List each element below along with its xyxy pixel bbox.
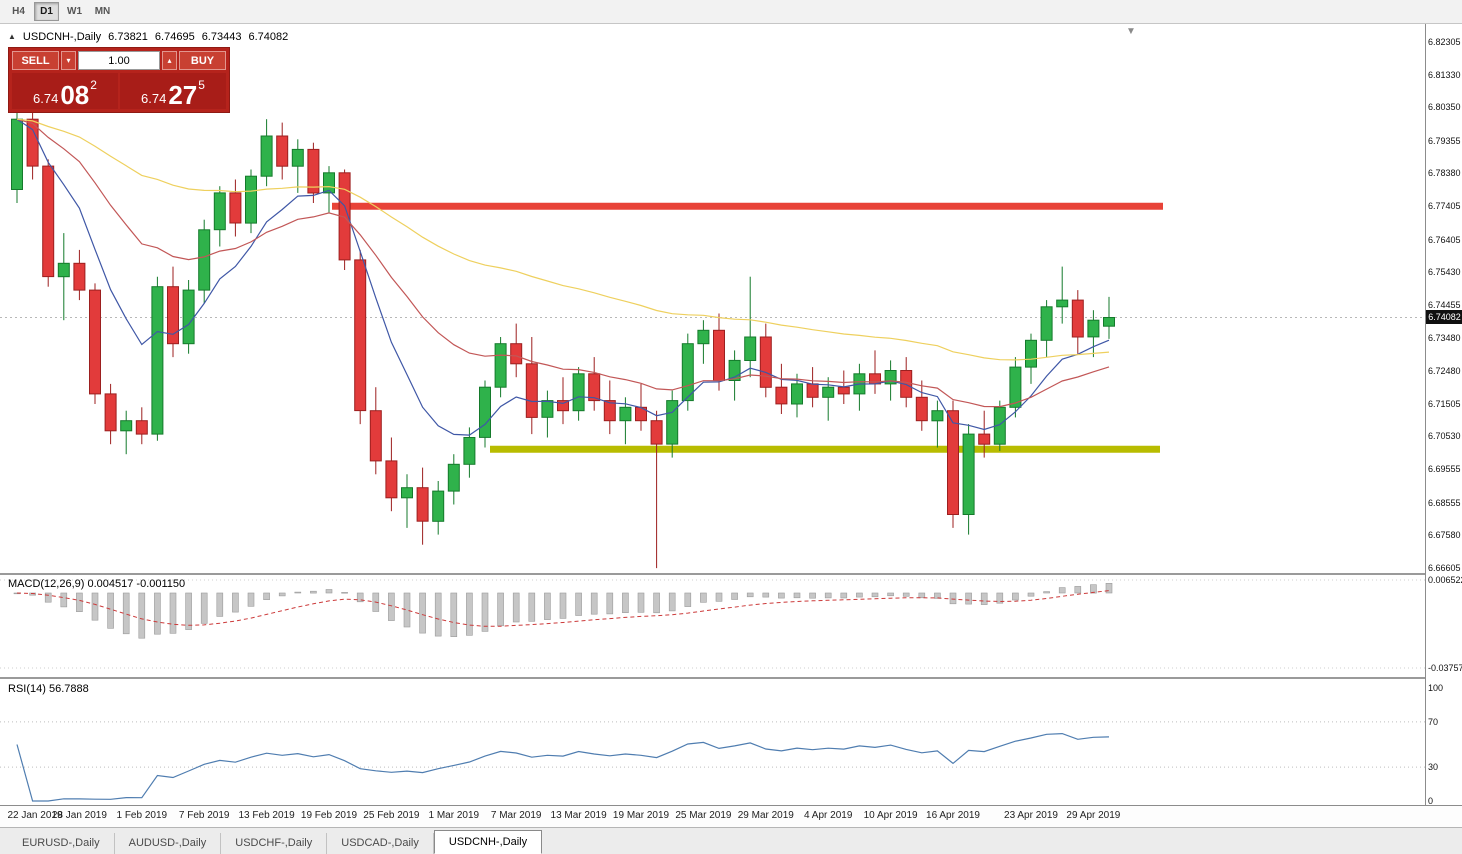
medium-ma-red — [16, 118, 1110, 408]
price-axis-tick: 6.74455 — [1428, 299, 1461, 310]
date-axis-label: 25 Feb 2019 — [363, 810, 420, 821]
ohlc-open: 6.73821 — [108, 31, 148, 43]
price-axis-tick: 6.77405 — [1428, 201, 1461, 212]
symbol-direction-icon: ▲ — [8, 32, 16, 41]
rsi-line — [16, 732, 1110, 802]
date-axis-label: 29 Apr 2019 — [1066, 810, 1121, 821]
date-axis-label: 16 Apr 2019 — [926, 810, 980, 821]
date-axis-label: 10 Apr 2019 — [863, 810, 918, 821]
ohlc-close: 6.74082 — [248, 31, 289, 43]
timeframe-button-d1[interactable]: D1 — [34, 2, 59, 21]
rsi-level-label: 30 — [1428, 762, 1439, 773]
date-axis-label: 1 Mar 2019 — [428, 810, 480, 821]
price-axis-tick: 6.68555 — [1428, 497, 1461, 508]
date-axis-label: 13 Mar 2019 — [550, 810, 607, 821]
buy-price-display[interactable]: 6.74 27 5 — [120, 73, 226, 109]
date-axis-label: 23 Apr 2019 — [1004, 810, 1058, 821]
sell-price-pip: 2 — [90, 78, 97, 92]
volume-input[interactable] — [78, 51, 160, 70]
price-axis-tick: 6.66605 — [1428, 562, 1461, 573]
date-axis-label: 29 Mar 2019 — [737, 810, 794, 821]
main-chart-canvas[interactable] — [0, 24, 1425, 573]
fast-ma-blue — [16, 118, 1110, 436]
macd-axis-min-label: -0.03757 — [1428, 663, 1462, 673]
date-axis-label: 25 Mar 2019 — [675, 810, 732, 821]
timeframe-toolbar: H4 D1 W1 MN — [0, 0, 1462, 24]
date-axis-label: 13 Feb 2019 — [238, 810, 295, 821]
symbol-tab-bar: EURUSD-,Daily AUDUSD-,Daily USDCHF-,Daily U… — [0, 827, 1462, 854]
sell-price-display[interactable]: 6.74 08 2 — [12, 73, 118, 109]
chart-ohlc-header: ▲ USDCNH-,Daily 6.73821 6.74695 6.73443 … — [8, 31, 288, 43]
date-axis-label: 1 Feb 2019 — [116, 810, 168, 821]
macd-histogram — [13, 583, 1113, 639]
tab-eurusd-daily[interactable]: EURUSD-,Daily — [8, 833, 115, 854]
price-axis-tick: 6.72480 — [1428, 366, 1461, 377]
date-axis[interactable]: 22 Jan 2019 28 Jan 2019 1 Feb 2019 7 Feb 20… — [0, 805, 1462, 827]
buy-button[interactable]: BUY — [179, 51, 226, 70]
timeframe-button-mn[interactable]: MN — [94, 6, 111, 17]
buy-price-prefix: 6.74 — [141, 90, 167, 106]
tab-usdcnh-daily[interactable]: USDCNH-,Daily — [433, 830, 543, 854]
price-axis[interactable]: 6.82305 6.81330 6.80350 6.79355 6.78380 6.774… — [1425, 24, 1462, 806]
macd-pane[interactable] — [0, 576, 1425, 677]
tab-usdchf-daily[interactable]: USDCHF-,Daily — [221, 833, 328, 854]
rsi-level-label: 100 — [1428, 683, 1444, 693]
sell-price-main: 08 — [60, 79, 90, 110]
chart-shift-marker-icon[interactable]: ▼ — [1126, 26, 1136, 37]
timeframe-button-h4[interactable]: H4 — [12, 6, 25, 17]
macd-indicator-label: MACD(12,26,9) 0.004517 -0.001150 — [8, 578, 186, 590]
macd-signal-line — [16, 590, 1110, 627]
buy-price-main: 27 — [168, 79, 198, 110]
sell-price-prefix: 6.74 — [33, 90, 59, 106]
date-axis-label: 4 Apr 2019 — [804, 810, 853, 821]
rsi-canvas[interactable] — [0, 680, 1425, 805]
date-axis-label: 7 Feb 2019 — [178, 810, 230, 821]
one-click-trading-panel: SELL ▾ ▴ BUY 6.74 08 2 6.74 27 5 — [8, 47, 230, 113]
price-axis-tick: 6.70530 — [1428, 431, 1461, 442]
price-axis-tick: 6.76405 — [1428, 234, 1461, 245]
chart-title: USDCNH-,Daily — [22, 31, 102, 43]
price-axis-tick: 6.79355 — [1428, 135, 1461, 146]
pane-divider[interactable] — [0, 677, 1462, 679]
date-axis-label: 22 Jan 2019 — [7, 810, 63, 821]
tab-audusd-daily[interactable]: AUDUSD-,Daily — [115, 833, 222, 854]
date-axis-label: 28 Jan 2019 — [51, 810, 107, 821]
volume-stepper-up-icon[interactable]: ▴ — [162, 51, 177, 70]
price-axis-tick: 6.80350 — [1428, 102, 1461, 113]
price-axis-tick: 6.73480 — [1428, 332, 1461, 343]
pane-divider[interactable] — [0, 573, 1462, 575]
macd-axis-max-label: 0.006522 — [1428, 575, 1462, 585]
price-axis-tick: 6.71505 — [1428, 398, 1461, 409]
macd-canvas[interactable] — [0, 576, 1425, 677]
timeframe-button-w1[interactable]: W1 — [67, 6, 82, 17]
rsi-pane[interactable] — [0, 680, 1425, 805]
ohlc-low: 6.73443 — [201, 31, 242, 43]
price-axis-tick: 6.82305 — [1428, 37, 1461, 47]
date-axis-label: 19 Feb 2019 — [300, 810, 358, 821]
price-axis-tick: 6.69555 — [1428, 464, 1461, 475]
main-chart-pane[interactable] — [0, 24, 1425, 573]
sell-button[interactable]: SELL — [12, 51, 59, 70]
buy-price-pip: 5 — [198, 78, 205, 92]
rsi-level-label: 70 — [1428, 716, 1439, 727]
current-price-badge: 6.74082 — [1426, 310, 1462, 325]
price-axis-tick: 6.78380 — [1428, 168, 1461, 179]
price-axis-tick: 6.67580 — [1428, 530, 1461, 541]
ohlc-high: 6.74695 — [154, 31, 195, 43]
slow-ma-yellow — [16, 118, 1110, 361]
date-axis-label: 19 Mar 2019 — [612, 810, 670, 821]
rsi-level-label: 0 — [1428, 796, 1434, 806]
price-axis-tick: 6.81330 — [1428, 69, 1461, 80]
rsi-indicator-label: RSI(14) 56.7888 — [8, 683, 89, 695]
price-axis-tick: 6.75430 — [1428, 267, 1461, 278]
tab-usdcad-daily[interactable]: USDCAD-,Daily — [327, 833, 434, 854]
candles — [11, 109, 1115, 569]
date-axis-label: 7 Mar 2019 — [490, 810, 542, 821]
volume-dropdown-caret-icon[interactable]: ▾ — [61, 51, 76, 70]
